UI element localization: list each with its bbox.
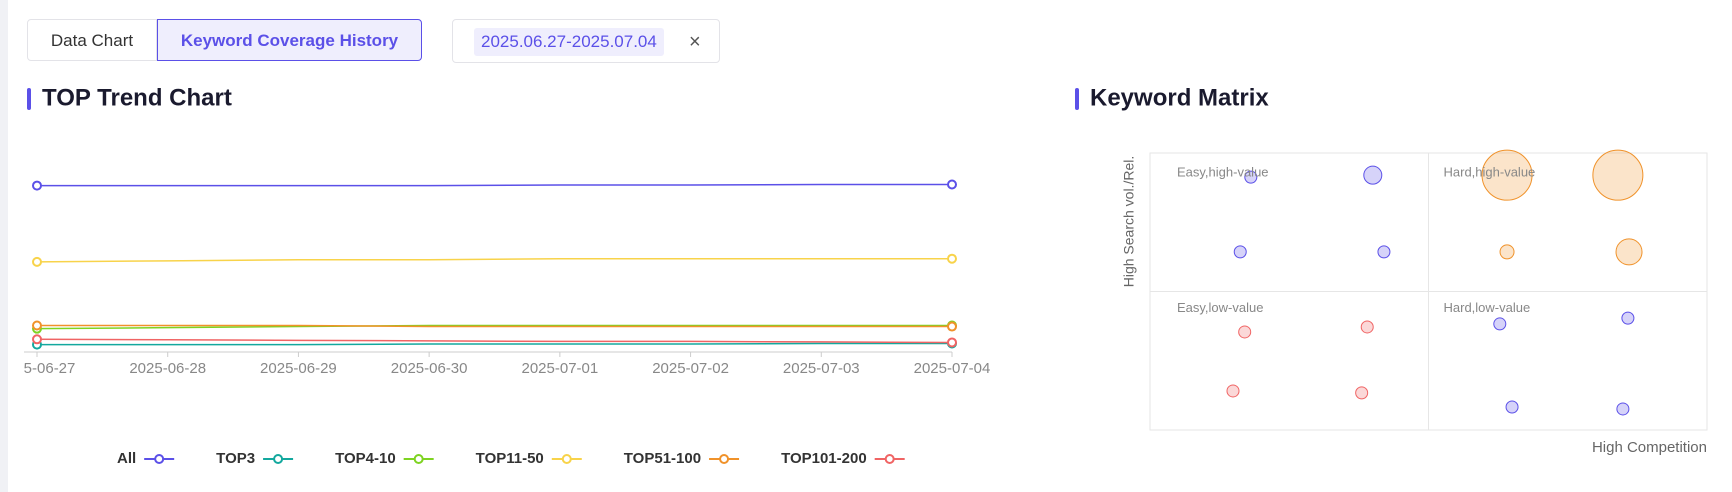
y-axis-label: High Search vol./Rel.	[1121, 156, 1137, 288]
bubble	[1616, 402, 1630, 416]
legend-symbol	[719, 454, 730, 464]
date-chip: 2025.06.27-2025.07.04	[474, 28, 664, 56]
bubble	[1355, 386, 1369, 400]
bubble	[1505, 400, 1519, 414]
x-tick-label: 2025-06-30	[391, 360, 468, 377]
point	[32, 180, 42, 191]
legend-label: All	[117, 450, 136, 467]
legend-label: TOP11-50	[476, 450, 544, 467]
bubble	[1493, 317, 1507, 331]
bubble	[1481, 149, 1533, 201]
bubble	[1360, 320, 1374, 334]
series-line	[37, 183, 952, 187]
point	[32, 323, 42, 334]
legend-symbol	[413, 454, 424, 464]
x-axis-label: High Competition	[1592, 439, 1707, 456]
bubble	[1377, 245, 1391, 259]
point	[947, 320, 957, 331]
series-line	[37, 342, 952, 346]
x-tick-label: 2025-06-27	[0, 360, 75, 377]
point	[32, 334, 42, 345]
legend: All TOP3 TOP4-10 TOP11-50 TOP51-100 TOP101-20…	[117, 450, 905, 467]
bubble	[1592, 149, 1644, 201]
x-tick-label: 2025-06-29	[260, 360, 337, 377]
bubble	[1499, 244, 1515, 260]
x-tick-label: 2025-06-28	[129, 360, 206, 377]
legend-symbol	[884, 454, 895, 464]
point	[32, 339, 42, 350]
point	[947, 338, 957, 349]
series-line	[36, 324, 952, 330]
series-line	[36, 338, 953, 344]
date-filter[interactable]: 2025.06.27-2025.07.04 ×	[452, 19, 720, 63]
bubble	[1363, 165, 1383, 185]
title-accent	[27, 88, 31, 110]
x-tick-label: 2025-07-02	[652, 360, 729, 377]
bubble	[1238, 325, 1252, 339]
plot-frame	[1149, 152, 1708, 431]
point	[947, 337, 957, 348]
line-chart: 2025-06-27 2025-06-28 2025-06-29 2025-06-30…	[0, 179, 991, 377]
legend-label: TOP3	[216, 450, 255, 467]
x-tick-label: 2025-07-04	[914, 360, 991, 377]
point	[947, 179, 957, 190]
legend-label: TOP101-200	[781, 450, 867, 467]
quadrant-label: Easy,high-value	[1177, 164, 1269, 179]
tab[interactable]: Data Chart	[27, 19, 157, 61]
series-line	[36, 257, 952, 263]
bubble	[1615, 238, 1643, 266]
legend-symbol	[154, 454, 165, 464]
series-line	[37, 324, 952, 328]
x-tick-label: 2025-07-03	[783, 360, 860, 377]
matrix-chart: Easy,high-value Hard,high-value Easy,low-v…	[1121, 149, 1708, 456]
legend-symbol	[561, 454, 572, 464]
bubble	[1244, 170, 1258, 184]
legend-label: TOP51-100	[624, 450, 701, 467]
legend-symbol	[273, 454, 284, 464]
side-strip	[0, 0, 8, 492]
chart-title: Keyword Matrix	[1090, 84, 1269, 111]
bubble	[1226, 384, 1240, 398]
bubble	[1233, 245, 1247, 259]
quadrant-label: Easy,low-value	[1177, 300, 1263, 315]
quadrant-label: Hard,high-value	[1444, 164, 1536, 179]
point	[947, 321, 957, 332]
point	[32, 320, 42, 331]
point	[32, 256, 42, 267]
point	[947, 253, 957, 264]
quadrant-label: Hard,low-value	[1444, 300, 1531, 315]
clear-button[interactable]: ×	[689, 31, 701, 53]
legend-label: TOP4-10	[335, 450, 396, 467]
bubble	[1621, 311, 1635, 325]
title-accent	[1075, 88, 1079, 110]
chart-title: TOP Trend Chart	[42, 84, 232, 111]
tab-active[interactable]: Keyword Coverage History	[157, 19, 422, 61]
x-tick-label: 2025-07-01	[521, 360, 598, 377]
